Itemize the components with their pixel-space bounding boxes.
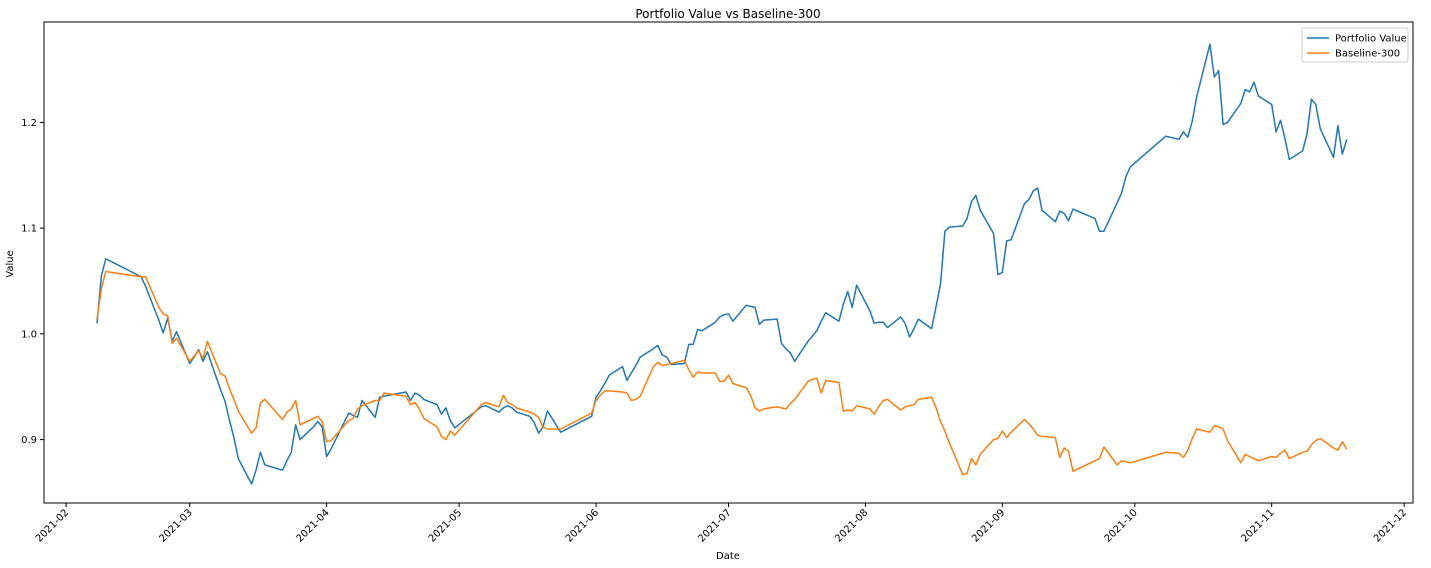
y-tick-label: 1.1 xyxy=(21,224,37,235)
y-axis: 0.9 1.0 1.1 1.2 xyxy=(21,118,44,446)
y-axis-label: Value xyxy=(5,250,16,277)
y-tick-label: 1.2 xyxy=(21,118,37,129)
legend: Portfolio Value Baseline-300 xyxy=(1301,27,1409,63)
series-layer xyxy=(96,43,1348,485)
y-tick-label: 1.0 xyxy=(21,329,37,340)
y-tick-label: 0.9 xyxy=(21,435,37,446)
series-line-portfolio-value xyxy=(96,43,1348,485)
series-line-baseline-300 xyxy=(96,270,1348,476)
legend-label: Baseline-300 xyxy=(1335,49,1400,60)
chart-title: Portfolio Value vs Baseline-300 xyxy=(635,7,820,21)
legend-label: Portfolio Value xyxy=(1335,34,1407,45)
x-axis-label: Date xyxy=(716,551,740,562)
